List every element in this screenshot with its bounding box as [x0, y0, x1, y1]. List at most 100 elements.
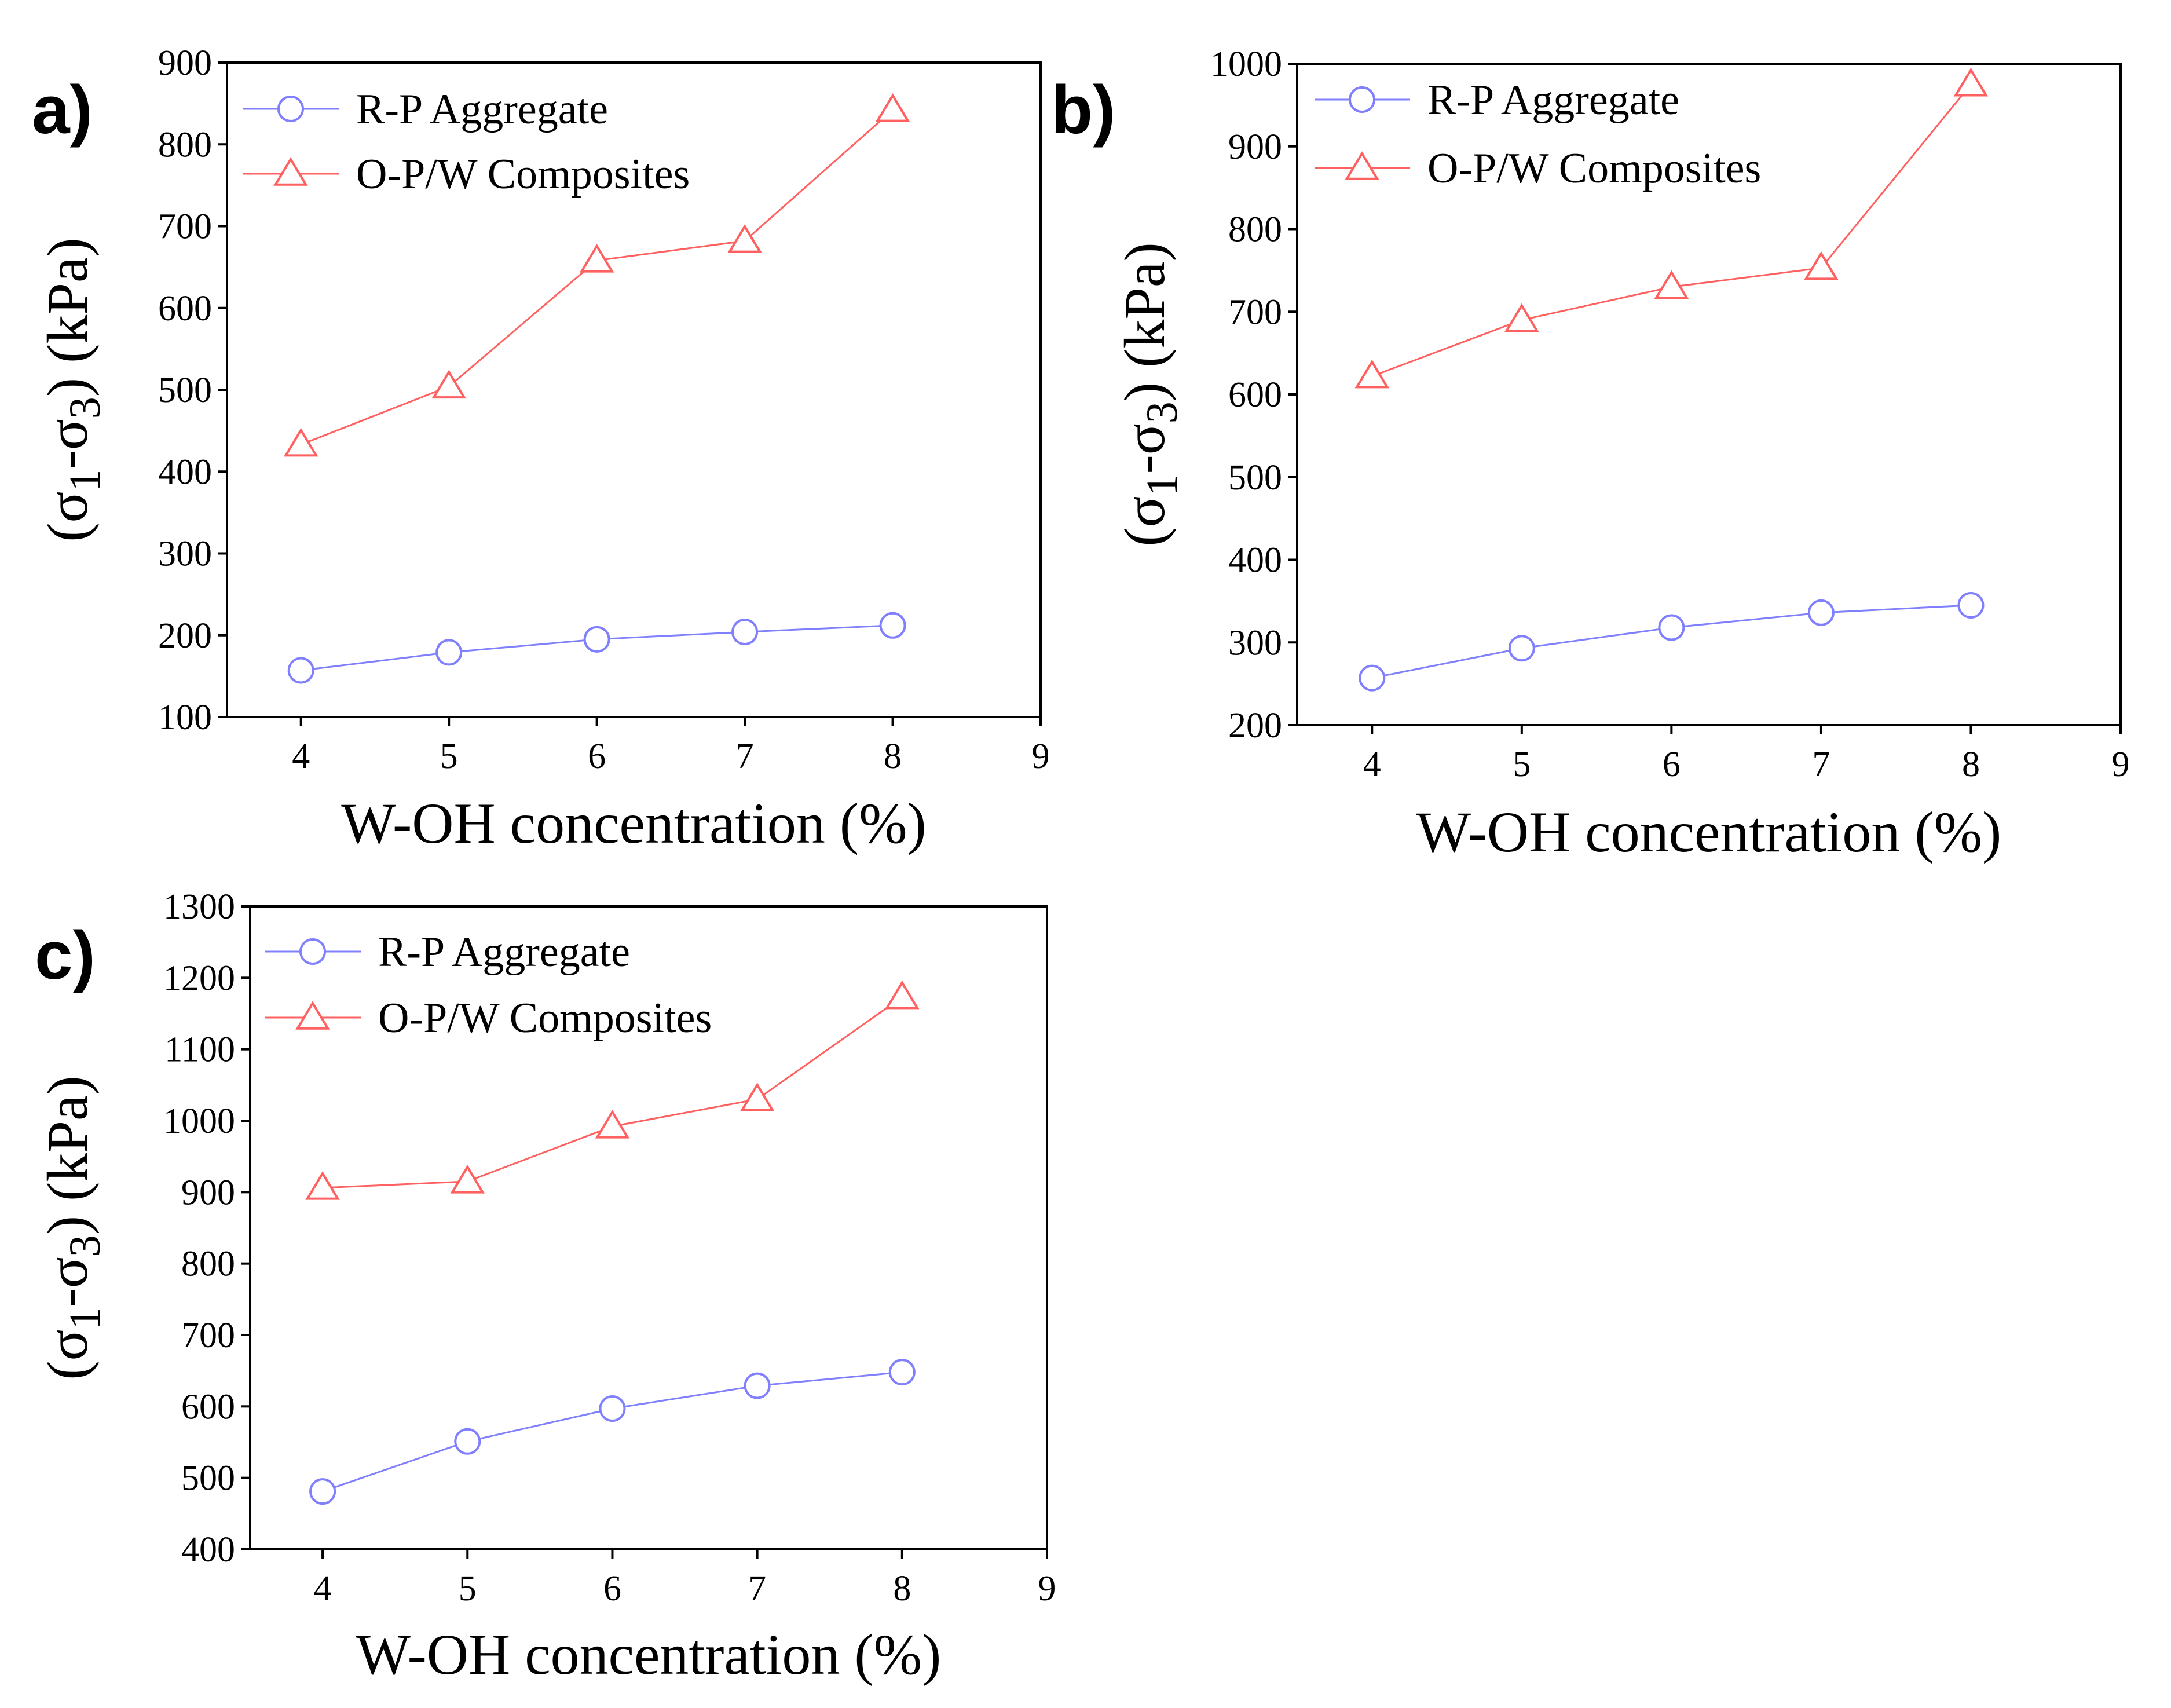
series-r-p-aggregate	[287, 612, 906, 684]
y-axis-title: (σ1-σ3) (kPa)	[1112, 242, 1187, 546]
data-point	[1957, 592, 1985, 619]
x-tick-label: 6	[1663, 745, 1681, 784]
data-point	[1354, 359, 1390, 389]
y-tick-label: 900	[1228, 127, 1282, 167]
data-point	[727, 224, 762, 253]
x-tick-label: 7	[736, 737, 754, 776]
series-r-p-aggregate	[309, 1359, 916, 1505]
data-point	[1508, 635, 1535, 662]
data-point	[1804, 251, 1839, 280]
y-tick-label: 200	[158, 616, 212, 656]
legend-marker	[277, 96, 304, 122]
y-axis-title-part: ) (kPa)	[35, 237, 100, 397]
data-point	[1953, 67, 1989, 97]
y-tick-label: 500	[1228, 458, 1282, 498]
legend-label: O-P/W Composites	[356, 151, 690, 198]
y-tick-label: 1000	[1210, 45, 1282, 84]
y-tick-label: 500	[181, 1459, 235, 1498]
data-point	[885, 980, 920, 1010]
data-point	[1654, 270, 1689, 299]
chart-panel-3: 400 500 600 700 800 900 1000 1100 1200 1300 4 5 6 7 8 9…	[35, 887, 1056, 1687]
x-tick-label: 8	[884, 737, 902, 776]
data-point	[583, 626, 610, 653]
panel-label: c)	[35, 917, 96, 994]
data-point	[305, 1171, 340, 1200]
data-point	[283, 427, 318, 457]
y-tick-label: 1200	[163, 959, 235, 998]
x-tick-label: 8	[893, 1569, 911, 1608]
data-point	[888, 1359, 916, 1386]
y-tick-label: 700	[158, 207, 212, 247]
x-tick-label: 9	[1038, 1569, 1056, 1608]
x-tick-label: 5	[440, 737, 458, 776]
data-point	[744, 1372, 771, 1399]
legend-label: O-P/W Composites	[1427, 145, 1761, 192]
y-axis-title-subscript: 1	[1138, 474, 1187, 496]
y-tick-label: 600	[181, 1387, 235, 1427]
x-tick-label: 7	[748, 1569, 766, 1608]
x-tick-label: 4	[314, 1569, 332, 1608]
chart-panel-2: 200 300 400 500 600 700 800 900 1000 4 5 6 7 8 9 W-OH c…	[1051, 45, 2130, 864]
y-axis-title-part: -σ	[1112, 423, 1177, 474]
y-tick-label: 600	[1228, 375, 1282, 415]
data-point	[1359, 664, 1386, 692]
x-tick-label: 4	[1363, 745, 1381, 784]
y-axis-title-part: (σ	[35, 1329, 100, 1380]
chart-panel-1: 100 200 300 400 500 600 700 800 900 4 5 6 7 8 9 W-OH co…	[32, 43, 1050, 855]
y-axis-title-subscript: 1	[61, 1307, 109, 1329]
y-tick-label: 800	[158, 125, 212, 164]
legend-marker	[273, 157, 308, 186]
series-o-p-w-composites	[283, 93, 910, 457]
y-axis-title-part: ) (kPa)	[1112, 242, 1177, 401]
series-o-p-w-composites	[1354, 67, 1989, 389]
x-tick-label: 8	[1962, 745, 1980, 784]
y-tick-label: 800	[181, 1245, 235, 1284]
legend: R-P Aggregate O-P/W Composites	[1315, 76, 1761, 192]
data-point	[579, 243, 614, 273]
x-tick-label: 4	[292, 737, 310, 776]
x-tick-label: 7	[1812, 745, 1830, 784]
x-tick-label: 5	[1513, 745, 1531, 784]
panel-label: a)	[32, 72, 93, 148]
series-o-p-w-composites	[305, 980, 920, 1200]
data-point	[1504, 303, 1539, 332]
y-tick-label: 1100	[164, 1030, 235, 1070]
x-tick-label: 6	[588, 737, 606, 776]
y-axis-title-part: ) (kPa)	[35, 1076, 100, 1235]
y-tick-label: 600	[158, 289, 212, 328]
x-tick-label: 5	[459, 1569, 477, 1608]
legend-label: R-P Aggregate	[356, 86, 608, 133]
x-axis-title: W-OH concentration (%)	[1416, 800, 2002, 864]
y-tick-label: 1000	[163, 1102, 235, 1141]
legend-marker	[299, 938, 326, 965]
data-point	[1658, 614, 1685, 641]
legend-label: O-P/W Composites	[378, 994, 712, 1042]
y-axis-title-part: -σ	[35, 419, 100, 469]
y-tick-label: 400	[1228, 541, 1282, 580]
y-axis-title-subscript: 1	[61, 469, 109, 491]
data-point	[595, 1109, 630, 1139]
y-axis-title-subscript: 3	[61, 397, 109, 419]
y-axis-title-part: (σ	[1112, 496, 1177, 546]
legend-marker	[1349, 86, 1375, 113]
data-point	[431, 370, 466, 399]
data-point	[309, 1478, 336, 1505]
x-tick-label: 9	[2112, 745, 2130, 784]
data-point	[599, 1395, 626, 1422]
data-point	[450, 1164, 485, 1194]
y-tick-label: 700	[1228, 292, 1282, 332]
legend-marker	[1345, 151, 1379, 180]
legend: R-P Aggregate O-P/W Composites	[265, 928, 712, 1042]
data-point	[435, 639, 463, 666]
y-tick-label: 300	[1228, 623, 1282, 663]
legend-marker	[295, 1001, 330, 1030]
y-tick-label: 400	[158, 452, 212, 492]
y-tick-label: 800	[1228, 210, 1282, 250]
data-point	[287, 657, 314, 684]
y-tick-label: 100	[158, 698, 212, 737]
series-r-p-aggregate	[1359, 592, 1985, 692]
data-point	[1807, 599, 1835, 626]
y-tick-label: 300	[158, 535, 212, 574]
y-axis-title: (σ1-σ3) (kPa)	[35, 237, 109, 542]
